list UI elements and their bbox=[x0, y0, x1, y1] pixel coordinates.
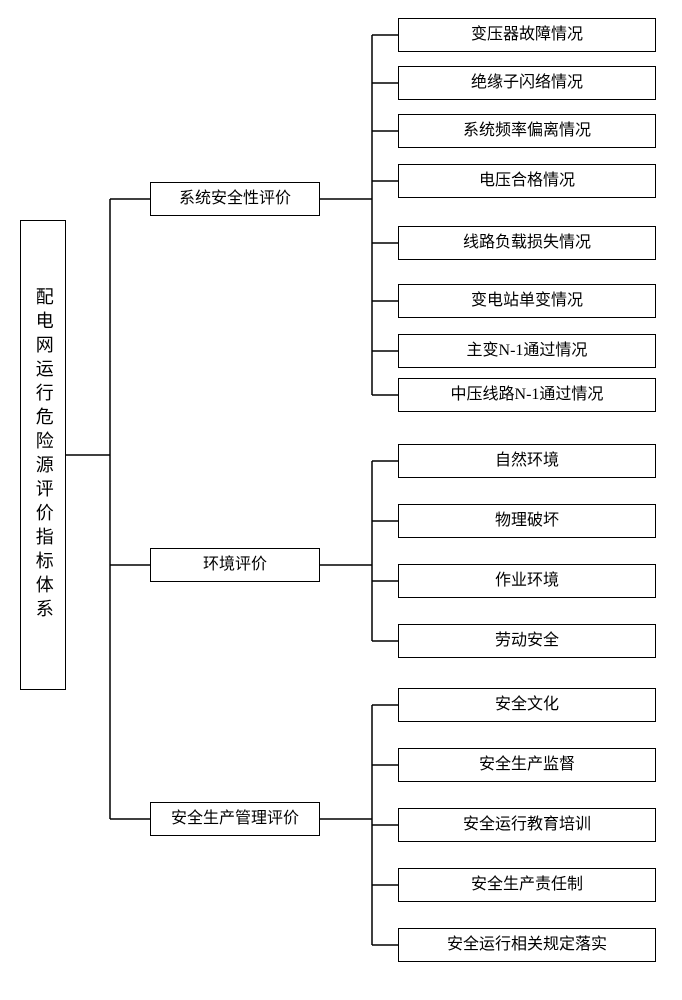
leaf-node-l3: 系统频率偏离情况 bbox=[398, 114, 656, 148]
root-node: 配电网运行危险源评价指标体系 bbox=[20, 220, 66, 690]
edge-layer bbox=[0, 0, 682, 1000]
leaf-node-l12-label: 劳动安全 bbox=[495, 631, 559, 650]
mid-node-m3: 安全生产管理评价 bbox=[150, 802, 320, 836]
leaf-node-l2-label: 绝缘子闪络情况 bbox=[471, 73, 583, 92]
leaf-node-l2: 绝缘子闪络情况 bbox=[398, 66, 656, 100]
leaf-node-l9: 自然环境 bbox=[398, 444, 656, 478]
leaf-node-l11-label: 作业环境 bbox=[495, 571, 559, 590]
leaf-node-l5-label: 线路负载损失情况 bbox=[463, 233, 591, 252]
leaf-node-l6-label: 变电站单变情况 bbox=[471, 291, 583, 310]
leaf-node-l3-label: 系统频率偏离情况 bbox=[463, 121, 591, 140]
leaf-node-l1-label: 变压器故障情况 bbox=[471, 25, 583, 44]
leaf-node-l4-label: 电压合格情况 bbox=[479, 171, 575, 190]
leaf-node-l14: 安全生产监督 bbox=[398, 748, 656, 782]
mid-node-m1-label: 系统安全性评价 bbox=[179, 189, 291, 208]
leaf-node-l9-label: 自然环境 bbox=[495, 451, 559, 470]
leaf-node-l14-label: 安全生产监督 bbox=[479, 755, 575, 774]
leaf-node-l11: 作业环境 bbox=[398, 564, 656, 598]
leaf-node-l8-label: 中压线路N-1通过情况 bbox=[451, 385, 604, 404]
mid-node-m1: 系统安全性评价 bbox=[150, 182, 320, 216]
leaf-node-l10: 物理破坏 bbox=[398, 504, 656, 538]
mid-node-m2: 环境评价 bbox=[150, 548, 320, 582]
leaf-node-l10-label: 物理破坏 bbox=[495, 511, 559, 530]
leaf-node-l13: 安全文化 bbox=[398, 688, 656, 722]
mid-node-m3-label: 安全生产管理评价 bbox=[171, 809, 299, 828]
root-node-label: 配电网运行危险源评价指标体系 bbox=[32, 287, 54, 623]
leaf-node-l17: 安全运行相关规定落实 bbox=[398, 928, 656, 962]
leaf-node-l8: 中压线路N-1通过情况 bbox=[398, 378, 656, 412]
leaf-node-l15-label: 安全运行教育培训 bbox=[463, 815, 591, 834]
leaf-node-l1: 变压器故障情况 bbox=[398, 18, 656, 52]
leaf-node-l4: 电压合格情况 bbox=[398, 164, 656, 198]
leaf-node-l16: 安全生产责任制 bbox=[398, 868, 656, 902]
leaf-node-l12: 劳动安全 bbox=[398, 624, 656, 658]
leaf-node-l5: 线路负载损失情况 bbox=[398, 226, 656, 260]
leaf-node-l6: 变电站单变情况 bbox=[398, 284, 656, 318]
leaf-node-l7: 主变N-1通过情况 bbox=[398, 334, 656, 368]
mid-node-m2-label: 环境评价 bbox=[203, 555, 267, 574]
leaf-node-l17-label: 安全运行相关规定落实 bbox=[447, 935, 607, 954]
tree-diagram: 配电网运行危险源评价指标体系 系统安全性评价环境评价安全生产管理评价 变压器故障情况… bbox=[0, 0, 682, 1000]
leaf-node-l15: 安全运行教育培训 bbox=[398, 808, 656, 842]
leaf-node-l16-label: 安全生产责任制 bbox=[471, 875, 583, 894]
leaf-node-l13-label: 安全文化 bbox=[495, 695, 559, 714]
leaf-node-l7-label: 主变N-1通过情况 bbox=[467, 341, 588, 360]
